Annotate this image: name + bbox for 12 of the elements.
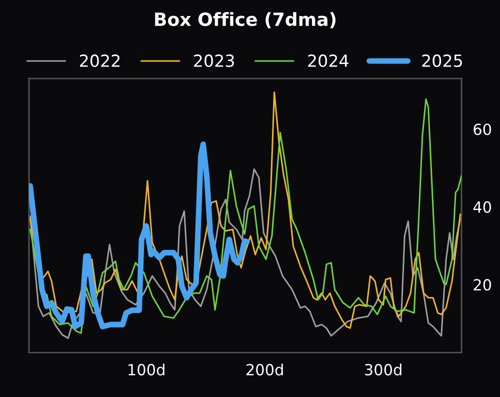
y-tick-label: 60 [474,124,492,136]
legend-label: 2025 [422,54,462,68]
legend-label: 2024 [308,54,348,68]
legend-label: 2023 [194,54,234,68]
x-tick-label: 200d [246,364,283,376]
legend-label: 2022 [80,54,120,68]
x-tick-label: 100d [128,364,164,376]
x-tick-label: 300d [365,364,402,376]
y-tick-label: 40 [473,201,492,213]
y-tick-label: 20 [474,279,492,291]
line-series [29,168,462,339]
chart-title: Box Office (7dma) [155,12,336,28]
